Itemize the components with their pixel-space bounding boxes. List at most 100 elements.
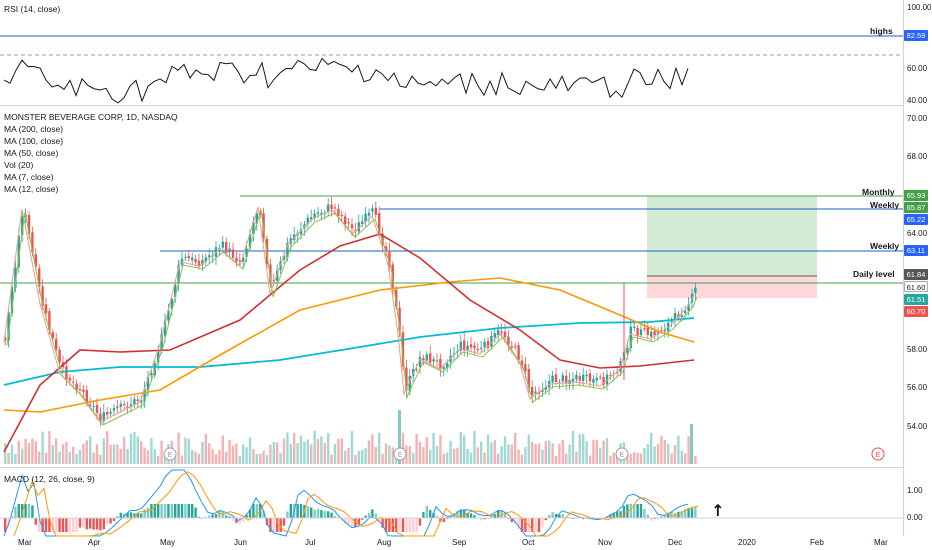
candle-body (575, 374, 578, 380)
volume-bar (493, 440, 496, 464)
rsi-pane-separator[interactable] (0, 105, 904, 106)
candle-body (153, 363, 156, 376)
volume-bar (327, 433, 330, 464)
volume-bar (17, 440, 20, 464)
macd-histogram-bar (680, 511, 683, 518)
price-axis-border (903, 0, 904, 536)
price-badge-monthly: 65.93 (904, 190, 928, 201)
candle-body (72, 381, 75, 383)
volume-bar (554, 455, 558, 464)
macd-histogram-bar (425, 506, 428, 518)
macd-histogram-bar (112, 518, 116, 521)
macd-histogram-bar (211, 514, 214, 518)
macd-histogram-bar (694, 506, 697, 518)
macd-tick: 0.00 (907, 513, 923, 522)
candle-body (116, 406, 119, 409)
level-label-monthly[interactable]: Monthly (862, 187, 895, 197)
macd-histogram-bar (510, 518, 513, 523)
volume-bar (663, 440, 666, 464)
volume-bar (446, 452, 449, 464)
candle-body (160, 334, 163, 351)
candle-body (17, 235, 20, 267)
time-tick: Mar (18, 538, 32, 547)
legend-ma50[interactable]: MA (50, close) (4, 148, 59, 158)
candle-body (466, 345, 469, 350)
earnings-marker (615, 447, 629, 461)
legend-ma12[interactable]: MA (12, close) (4, 184, 59, 194)
candle-body (524, 364, 527, 372)
level-label-daily[interactable]: Daily level (853, 269, 895, 279)
volume-bar (133, 431, 136, 464)
candle-body (119, 403, 122, 407)
candle-body (412, 368, 415, 377)
volume-bar (262, 451, 265, 464)
volume-bar (459, 432, 462, 464)
symbol-title[interactable]: MONSTER BEVERAGE CORP, 1D, NASDAQ (4, 112, 178, 122)
macd-histogram-bar (68, 518, 71, 532)
macd-histogram-bar (269, 518, 272, 532)
volume-bar (259, 453, 262, 464)
candle-body (429, 353, 432, 363)
macd-legend[interactable]: MACD (12, 26, close, 9) (4, 474, 95, 484)
volume-bar (34, 441, 37, 464)
macd-histogram-bar (677, 511, 680, 518)
volume-bar (187, 438, 190, 464)
candle-body (340, 214, 343, 216)
macd-histogram-bar (449, 515, 452, 518)
volume-bar (639, 453, 643, 464)
macd-histogram-bar (463, 509, 466, 518)
level-label-weekly[interactable]: Weekly (870, 200, 900, 210)
volume-bar (588, 455, 592, 464)
candle-body (486, 340, 490, 348)
candle-body (320, 212, 323, 215)
candle-body (663, 329, 666, 332)
level-label-highs[interactable]: highs (870, 26, 893, 36)
volume-bar (599, 448, 602, 464)
candle-body (109, 411, 112, 414)
macd-histogram-bar (109, 518, 112, 524)
macd-histogram-bar (629, 504, 632, 518)
volume-bar (126, 448, 129, 464)
volume-bar (432, 432, 435, 464)
volume-bar (157, 455, 160, 464)
candle-body (14, 267, 17, 289)
candle-body (514, 346, 517, 348)
macd-histogram-bar (296, 504, 299, 518)
level-label-weekly[interactable]: Weekly (870, 241, 900, 251)
candle-body (599, 376, 602, 378)
legend-volume[interactable]: Vol (20) (4, 160, 34, 170)
volume-bar (85, 440, 88, 464)
volume-bar (299, 435, 303, 464)
macd-histogram-bar (299, 504, 303, 518)
candle-body (89, 404, 92, 406)
macd-histogram-bar (327, 511, 330, 518)
macd-histogram-bar (361, 518, 364, 520)
legend-ma100[interactable]: MA (100, close) (4, 136, 64, 146)
candle-body (51, 332, 54, 339)
legend-ma7[interactable]: MA (7, close) (4, 172, 54, 182)
macd-histogram-bar (442, 518, 445, 523)
macd-histogram-bar (78, 518, 82, 528)
macd-pane-separator[interactable] (0, 467, 904, 468)
volume-bar (92, 452, 95, 464)
candle-body (544, 387, 547, 390)
volume-bar (221, 435, 224, 464)
candle-body (578, 376, 581, 381)
volume-bar (78, 449, 82, 464)
candle-body (384, 246, 388, 251)
volume-bar (235, 443, 238, 464)
ma100-line (3, 277, 695, 413)
macd-histogram-bar (262, 510, 265, 518)
rsi-legend[interactable]: RSI (14, close) (4, 4, 61, 14)
volume-bar (214, 454, 218, 464)
volume-bar (551, 443, 554, 464)
macd-histogram-bar (231, 518, 235, 521)
price-badge-highs: 82.59 (904, 30, 928, 41)
legend-ma200[interactable]: MA (200, close) (4, 124, 64, 134)
macd-histogram-bar (415, 518, 418, 532)
volume-bar (306, 439, 309, 464)
macd-histogram-bar (17, 504, 20, 518)
candle-body (255, 213, 258, 224)
